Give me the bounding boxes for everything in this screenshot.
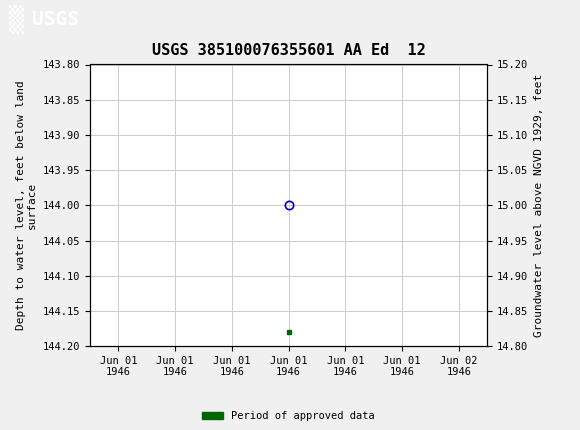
Text: USGS: USGS (32, 10, 79, 29)
Y-axis label: Depth to water level, feet below land
surface: Depth to water level, feet below land su… (16, 80, 37, 330)
Text: ▒: ▒ (9, 5, 24, 34)
Legend: Period of approved data: Period of approved data (198, 407, 379, 425)
Title: USGS 385100076355601 AA Ed  12: USGS 385100076355601 AA Ed 12 (152, 43, 425, 58)
Y-axis label: Groundwater level above NGVD 1929, feet: Groundwater level above NGVD 1929, feet (534, 74, 543, 337)
